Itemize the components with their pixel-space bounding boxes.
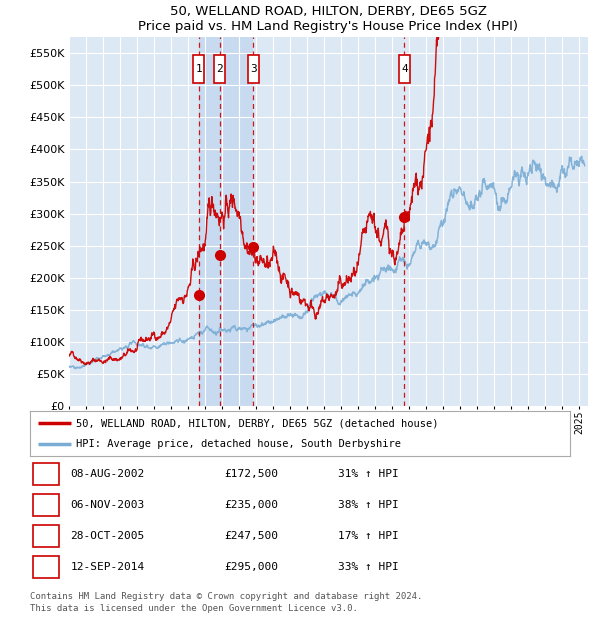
Text: £235,000: £235,000 <box>224 500 278 510</box>
Text: 28-OCT-2005: 28-OCT-2005 <box>71 531 145 541</box>
Text: 2: 2 <box>217 64 223 74</box>
Text: 06-NOV-2003: 06-NOV-2003 <box>71 500 145 510</box>
Text: 08-AUG-2002: 08-AUG-2002 <box>71 469 145 479</box>
FancyBboxPatch shape <box>248 55 259 82</box>
Text: 17% ↑ HPI: 17% ↑ HPI <box>338 531 398 541</box>
FancyBboxPatch shape <box>193 55 204 82</box>
Text: 1: 1 <box>195 64 202 74</box>
Text: 38% ↑ HPI: 38% ↑ HPI <box>338 500 398 510</box>
Title: 50, WELLAND ROAD, HILTON, DERBY, DE65 5GZ
Price paid vs. HM Land Registry's Hous: 50, WELLAND ROAD, HILTON, DERBY, DE65 5G… <box>139 5 518 33</box>
Text: 1: 1 <box>42 469 49 479</box>
FancyBboxPatch shape <box>33 494 59 516</box>
Text: 31% ↑ HPI: 31% ↑ HPI <box>338 469 398 479</box>
Text: £295,000: £295,000 <box>224 562 278 572</box>
Text: HPI: Average price, detached house, South Derbyshire: HPI: Average price, detached house, Sout… <box>76 438 401 449</box>
FancyBboxPatch shape <box>33 525 59 547</box>
Bar <box>199 37 253 406</box>
FancyBboxPatch shape <box>33 463 59 485</box>
Text: 3: 3 <box>250 64 257 74</box>
FancyBboxPatch shape <box>214 55 226 82</box>
Text: 4: 4 <box>42 562 49 572</box>
Text: 50, WELLAND ROAD, HILTON, DERBY, DE65 5GZ (detached house): 50, WELLAND ROAD, HILTON, DERBY, DE65 5G… <box>76 418 439 428</box>
Text: £172,500: £172,500 <box>224 469 278 479</box>
Text: Contains HM Land Registry data © Crown copyright and database right 2024.
This d: Contains HM Land Registry data © Crown c… <box>30 591 422 613</box>
Text: £247,500: £247,500 <box>224 531 278 541</box>
Text: 3: 3 <box>42 531 49 541</box>
FancyBboxPatch shape <box>399 55 410 82</box>
Text: 33% ↑ HPI: 33% ↑ HPI <box>338 562 398 572</box>
Text: 12-SEP-2014: 12-SEP-2014 <box>71 562 145 572</box>
Text: 2: 2 <box>42 500 49 510</box>
Text: 4: 4 <box>401 64 408 74</box>
FancyBboxPatch shape <box>33 556 59 578</box>
